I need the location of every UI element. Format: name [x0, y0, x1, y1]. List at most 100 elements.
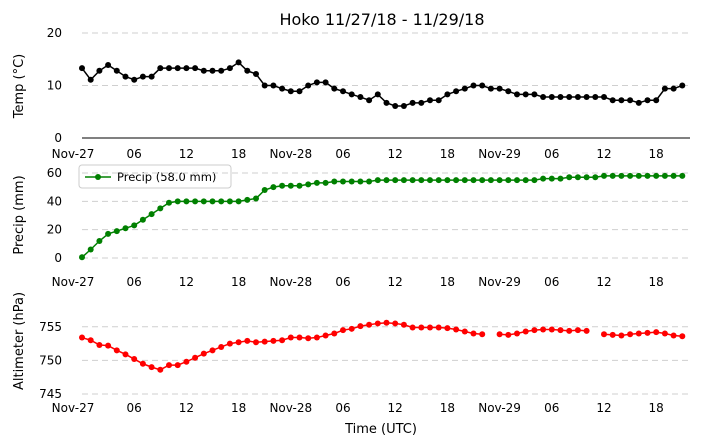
- alt-data-point: [679, 333, 686, 340]
- temp-data-point: [157, 65, 164, 72]
- precip-xtick-label: 06: [335, 275, 350, 289]
- precip-data-point: [444, 177, 451, 184]
- precip-data-point: [540, 175, 547, 182]
- temp-panel: Temp (°C) 0 10 20 Nov-27 06 12 18 Nov-28 06 12 18 N…: [12, 26, 690, 161]
- temp-xtick-label: 18: [440, 147, 455, 161]
- precip-xtick-label: 18: [440, 275, 455, 289]
- temp-ytick-label: 20: [47, 26, 62, 40]
- temp-data-point: [122, 73, 129, 80]
- precip-xtick-label: Nov-28: [269, 275, 312, 289]
- precip-data-point: [418, 177, 425, 184]
- temp-data-point: [574, 94, 581, 101]
- alt-data-point: [400, 321, 407, 328]
- alt-data-point: [444, 325, 451, 332]
- alt-data-point: [200, 350, 207, 357]
- precip-data-point: [548, 175, 555, 182]
- precip-ytick-label: 0: [54, 251, 62, 265]
- alt-data-point: [287, 334, 294, 341]
- alt-data-point: [313, 334, 320, 341]
- alt-data-point: [409, 324, 416, 331]
- alt-data-point: [601, 331, 607, 338]
- alt-data-point: [148, 364, 155, 371]
- precip-data-point: [566, 174, 573, 181]
- precip-data-point: [87, 246, 94, 253]
- precip-data-point: [322, 179, 329, 186]
- temp-xtick-label: 18: [231, 147, 246, 161]
- temp-data-point: [166, 65, 172, 72]
- temp-ylabel: Temp (°C): [12, 54, 27, 120]
- precip-xtick-label: 18: [231, 275, 246, 289]
- alt-xtick-label: 12: [179, 401, 194, 415]
- precip-data-point: [105, 230, 112, 237]
- precip-data-point: [279, 182, 286, 189]
- alt-data-point: [514, 330, 520, 337]
- precip-data-point: [122, 225, 129, 232]
- precip-data-point: [574, 174, 581, 181]
- alt-data-point: [174, 362, 181, 369]
- alt-data-point: [131, 356, 138, 363]
- precip-data-point: [670, 172, 677, 179]
- precip-data-point: [514, 177, 520, 184]
- temp-data-point: [366, 97, 373, 104]
- temp-data-point: [566, 94, 573, 101]
- precip-data-point: [653, 172, 660, 179]
- temp-data-point: [131, 76, 138, 83]
- temp-data-point: [400, 102, 407, 109]
- temp-data-point: [418, 99, 425, 106]
- alt-data-point: [166, 362, 172, 369]
- temp-ytick-label: 0: [54, 131, 62, 145]
- precip-data-point: [453, 177, 460, 184]
- temp-xtick-label: 12: [388, 147, 403, 161]
- temp-data-point: [653, 97, 660, 104]
- precip-data-point: [679, 172, 686, 179]
- alt-data-point: [609, 331, 616, 338]
- alt-data-point: [653, 329, 660, 336]
- alt-data-point: [574, 327, 581, 334]
- precip-data-point: [487, 177, 494, 184]
- temp-data-point: [670, 85, 677, 92]
- precip-data-point: [96, 238, 103, 244]
- precip-xtick-label: 18: [649, 275, 664, 289]
- alt-data-point: [348, 325, 355, 332]
- temp-xtick-label: 12: [596, 147, 611, 161]
- legend-frame: [78, 164, 232, 189]
- temp-data-point: [444, 91, 451, 98]
- alt-data-point: [548, 326, 555, 333]
- alt-data-point: [383, 319, 390, 326]
- alt-data-point: [618, 332, 625, 339]
- alt-data-point: [479, 331, 486, 338]
- precip-data-point: [427, 177, 433, 184]
- temp-data-point: [331, 85, 338, 92]
- alt-data-point: [366, 321, 373, 328]
- alt-xtick-label: 06: [335, 401, 350, 415]
- temp-data-point: [601, 94, 607, 101]
- precip-data-point: [209, 198, 216, 205]
- precip-data-point: [409, 177, 416, 184]
- alt-xtick-label: 18: [440, 401, 455, 415]
- alt-data-point: [392, 320, 399, 327]
- alt-data-point: [305, 335, 312, 342]
- temp-data-point: [279, 85, 286, 92]
- temp-data-point: [148, 73, 155, 80]
- alt-data-point: [226, 340, 233, 347]
- alt-data-point: [453, 326, 460, 333]
- precip-data-point: [287, 182, 294, 189]
- temp-xtick-label: 06: [335, 147, 350, 161]
- temp-series-line: [81, 61, 683, 107]
- temp-data-point: [139, 73, 146, 80]
- temp-data-point: [644, 97, 651, 104]
- precip-data-point: [383, 177, 390, 184]
- precip-data-point: [192, 198, 199, 205]
- alt-data-point: [253, 339, 259, 346]
- temp-data-point: [609, 97, 616, 104]
- temp-xtick-label: 18: [649, 147, 664, 161]
- temp-data-point: [453, 88, 460, 95]
- alt-xtick-label: Nov-29: [478, 401, 521, 415]
- precip-data-point: [261, 187, 268, 193]
- alt-data-point: [331, 330, 338, 337]
- precip-data-point: [557, 175, 564, 182]
- precip-data-point: [505, 177, 512, 184]
- precip-data-point: [348, 178, 355, 185]
- temp-data-point: [235, 59, 242, 66]
- temp-data-point: [461, 85, 468, 92]
